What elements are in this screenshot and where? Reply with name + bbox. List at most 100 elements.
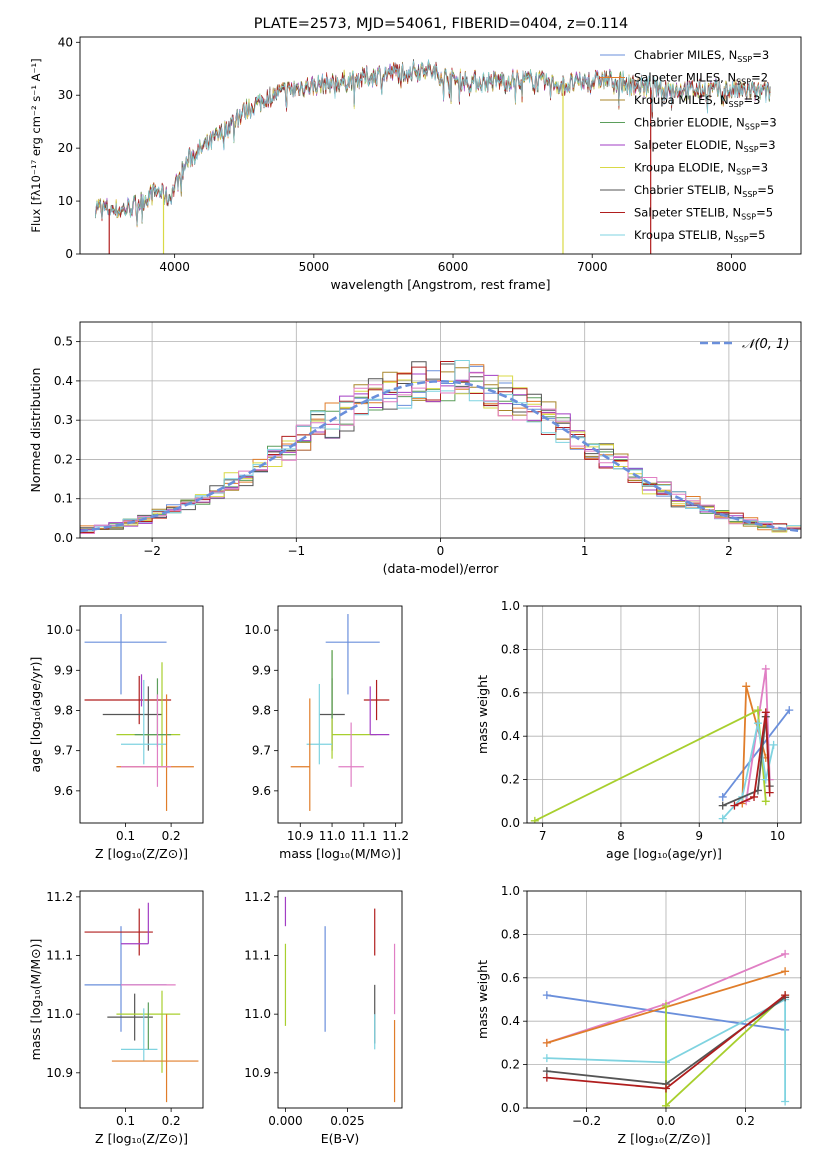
spectrum-line (94, 59, 771, 225)
y-axis-label: Normed distribution (28, 368, 43, 493)
x-axis-label: age [log₁₀(age/yr)] (606, 846, 722, 861)
axes-frame (277, 890, 403, 1109)
y-axis-label: Flux [fλ10⁻¹⁷ erg cm⁻² s⁻¹ A⁻¹] (29, 58, 43, 232)
y-tick-label: 11.2 (46, 890, 73, 904)
x-tick-label: 11.1 (350, 829, 377, 843)
y-tick-label: 0.8 (501, 927, 520, 941)
weight-marker (718, 792, 727, 801)
x-tick-label: 10.9 (287, 829, 314, 843)
y-tick-label: 11.1 (46, 949, 73, 963)
plot-area-age_vs_Z (84, 614, 194, 811)
y-tick-label: 0.4 (501, 729, 520, 743)
histogram-step (80, 372, 801, 538)
axes-frame (79, 36, 802, 255)
weight-marker (742, 682, 751, 691)
y-axis-label: mass weight (475, 675, 490, 754)
x-tick-label: 0 (437, 544, 445, 558)
axes-massweight_vs_Z: −0.2 0.0 0.2 0.0 0.2 0.4 0.6 0.8 1.0 Z [log₁₀(Z/Z… (475, 884, 802, 1146)
y-tick-label: 0.6 (501, 971, 520, 985)
y-tick-label: 0.2 (54, 452, 73, 466)
legend-label: Kroupa STELIB, NSSP=5 (634, 228, 765, 244)
x-axis-label: Z [log₁₀(Z/Z⊙)] (95, 1131, 188, 1146)
plot-area-residuals (80, 360, 801, 538)
weight-marker (781, 991, 790, 1000)
x-tick-label: 8 (617, 829, 625, 843)
x-tick-label: −2 (143, 544, 161, 558)
y-tick-label: 9.7 (252, 744, 271, 758)
legend-label: Salpeter ELODIE, NSSP=3 (634, 138, 776, 154)
y-tick-label: 10.0 (244, 623, 271, 637)
y-tick-label: 9.6 (54, 784, 73, 798)
plot-area-spectrum (94, 58, 771, 254)
x-tick-label: 11.2 (382, 829, 409, 843)
legend-label: Chabrier MILES, NSSP=3 (634, 48, 769, 64)
weight-marker (753, 719, 762, 728)
x-tick-label: 6000 (438, 260, 469, 274)
x-tick-label: 0.2 (162, 829, 181, 843)
plot-area-massweight_vs_Z (542, 949, 790, 1108)
legend-label: Kroupa ELODIE, NSSP=3 (634, 161, 768, 177)
x-tick-label: 4000 (159, 260, 190, 274)
axes-frame (79, 890, 204, 1109)
axes-spectrum: 4000 5000 6000 7000 8000 0 10 20 30 40 wavelength … (29, 35, 802, 292)
y-tick-label: 0 (65, 247, 73, 261)
weight-marker (542, 1054, 551, 1063)
spectrum-legend: Chabrier MILES, NSSP=3 Salpeter MILES, NS… (600, 48, 777, 244)
x-tick-label: 0.025 (330, 1114, 364, 1128)
y-tick-label: 0.2 (501, 1058, 520, 1072)
x-axis-label: wavelength [Angstrom, rest frame] (330, 277, 550, 292)
x-tick-label: 0.1 (116, 829, 135, 843)
y-tick-label: 10.9 (244, 1066, 271, 1080)
y-tick-label: 1.0 (501, 884, 520, 898)
x-tick-label: 2 (725, 544, 733, 558)
weight-marker (781, 949, 790, 958)
weight-marker (661, 1002, 670, 1011)
axes-massweight_vs_age: 7 8 9 10 0.0 0.2 0.4 0.6 0.8 1.0 age [log₁₀(age/yr… (475, 599, 802, 861)
y-tick-label: 0.0 (501, 816, 520, 830)
y-tick-label: 0.4 (54, 374, 73, 388)
x-tick-label: 0.2 (736, 1114, 755, 1128)
y-tick-label: 0.5 (54, 335, 73, 349)
x-tick-label: 0.0 (656, 1114, 675, 1128)
weight-line (721, 709, 791, 798)
y-tick-label: 30 (58, 88, 73, 102)
axes-residuals: −2 −1 0 1 2 0.0 0.1 0.2 0.3 0.4 0.5 (data-model)/er… (28, 321, 802, 576)
y-tick-label: 0.2 (501, 773, 520, 787)
x-tick-label: 7000 (577, 260, 608, 274)
axes-mass_vs_Z: 0.1 0.2 10.9 11.0 11.1 11.2 Z [log₁₀(Z/Z⊙)] mas… (28, 890, 204, 1146)
weight-line (665, 994, 786, 1108)
weight-line (734, 712, 771, 807)
weight-marker (753, 706, 762, 715)
weight-marker (530, 816, 539, 823)
y-tick-label: 9.7 (54, 744, 73, 758)
x-tick-label: 0.2 (162, 1114, 181, 1128)
x-tick-label: 0.1 (116, 1114, 135, 1128)
axes-frame (526, 890, 802, 1109)
y-tick-label: 9.9 (252, 663, 271, 677)
x-tick-label: −1 (287, 544, 305, 558)
weight-marker (785, 706, 794, 715)
axes-frame (79, 605, 204, 824)
plot-area-age_vs_mass (290, 614, 390, 811)
x-tick-label: 1 (581, 544, 589, 558)
figure-title: PLATE=2573, MJD=54061, FIBERID=0404, z=0… (254, 16, 628, 32)
legend-label: Chabrier STELIB, NSSP=5 (634, 183, 774, 199)
weight-line (546, 998, 786, 1102)
y-tick-label: 0.6 (501, 686, 520, 700)
y-tick-label: 11.1 (244, 949, 271, 963)
y-tick-label: 9.9 (54, 663, 73, 677)
axes-age_vs_Z: 0.1 0.2 9.6 9.7 9.8 9.9 10.0 Z [log₁₀(Z/Z⊙)] age… (28, 605, 204, 861)
y-tick-label: 0.4 (501, 1014, 520, 1028)
axes-frame (526, 605, 802, 824)
weight-marker (765, 788, 774, 797)
y-axis-label: mass weight (475, 960, 490, 1039)
y-tick-label: 0.0 (54, 531, 73, 545)
x-axis-label: mass [log₁₀(M/M⊙)] (279, 846, 401, 861)
legend-label: Salpeter MILES, NSSP=2 (634, 71, 768, 87)
x-tick-label: 8000 (716, 260, 747, 274)
weight-marker (781, 967, 790, 976)
weight-marker (730, 801, 739, 810)
x-tick-label: −0.2 (572, 1114, 601, 1128)
y-tick-label: 20 (58, 141, 73, 155)
